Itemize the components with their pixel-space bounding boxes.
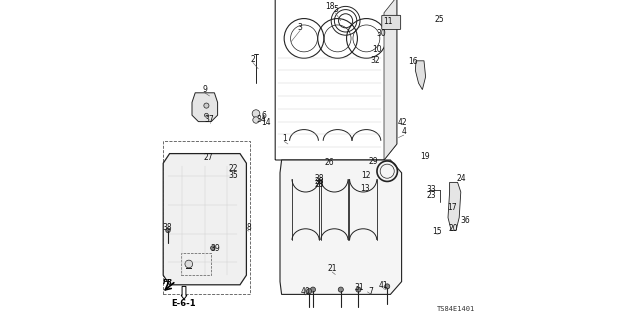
- Text: 35: 35: [228, 171, 239, 180]
- Text: 6: 6: [262, 111, 266, 120]
- Circle shape: [185, 260, 193, 268]
- Text: 19: 19: [420, 152, 430, 161]
- Text: 1: 1: [282, 134, 287, 143]
- Text: 13: 13: [360, 184, 370, 193]
- Text: 8: 8: [246, 223, 252, 232]
- Text: 27: 27: [204, 153, 214, 162]
- Text: 2: 2: [250, 55, 255, 64]
- Text: E-6-1: E-6-1: [172, 300, 196, 308]
- Polygon shape: [415, 61, 426, 90]
- Text: 28: 28: [315, 177, 324, 186]
- Text: 25: 25: [434, 15, 444, 24]
- Text: 37: 37: [205, 115, 214, 124]
- Text: 10: 10: [372, 45, 382, 54]
- Circle shape: [307, 289, 312, 294]
- Bar: [181, 253, 211, 275]
- Text: 33: 33: [426, 185, 436, 194]
- Text: 11: 11: [383, 17, 392, 26]
- Text: 23: 23: [426, 191, 436, 200]
- Polygon shape: [384, 0, 397, 160]
- Polygon shape: [163, 154, 246, 285]
- Text: 36: 36: [461, 216, 470, 225]
- Text: 29: 29: [369, 157, 379, 166]
- Text: 40: 40: [301, 287, 310, 296]
- Text: 31: 31: [354, 284, 364, 292]
- Text: 22: 22: [229, 164, 238, 173]
- Text: 26: 26: [324, 158, 335, 167]
- FancyBboxPatch shape: [381, 15, 401, 29]
- Text: 9: 9: [202, 85, 207, 94]
- Text: 14: 14: [261, 118, 271, 127]
- Text: FR.: FR.: [163, 279, 175, 284]
- Polygon shape: [192, 93, 218, 122]
- Text: 24: 24: [456, 174, 467, 183]
- Text: 5: 5: [333, 5, 338, 14]
- Circle shape: [205, 113, 209, 117]
- Text: 3: 3: [298, 23, 303, 32]
- Circle shape: [310, 287, 316, 292]
- Circle shape: [166, 228, 170, 233]
- Text: 12: 12: [362, 171, 371, 180]
- Text: 18: 18: [325, 2, 334, 11]
- Text: 30: 30: [376, 29, 387, 38]
- Text: 42: 42: [397, 118, 408, 127]
- Polygon shape: [280, 160, 402, 294]
- Text: 38: 38: [162, 223, 172, 232]
- Text: 32: 32: [370, 56, 380, 65]
- Polygon shape: [186, 268, 192, 269]
- Circle shape: [356, 287, 361, 292]
- Text: 41: 41: [378, 281, 388, 290]
- Text: 39: 39: [210, 244, 220, 253]
- Text: 4: 4: [401, 127, 406, 136]
- Text: 20: 20: [449, 224, 459, 233]
- Polygon shape: [448, 182, 461, 230]
- Text: TS84E1401: TS84E1401: [437, 306, 475, 312]
- Text: 7: 7: [369, 287, 374, 296]
- Circle shape: [211, 246, 215, 250]
- FancyArrow shape: [181, 286, 187, 299]
- Circle shape: [253, 117, 259, 123]
- Circle shape: [338, 287, 343, 292]
- Text: 28: 28: [315, 174, 324, 183]
- Text: 21: 21: [328, 264, 337, 273]
- Circle shape: [252, 110, 260, 117]
- Circle shape: [204, 103, 209, 108]
- Text: 34: 34: [256, 115, 266, 124]
- Text: 15: 15: [432, 227, 442, 236]
- Text: 17: 17: [447, 203, 457, 212]
- Text: 16: 16: [408, 57, 419, 66]
- Bar: [163, 141, 250, 294]
- Text: 28: 28: [315, 180, 324, 189]
- Circle shape: [385, 284, 390, 289]
